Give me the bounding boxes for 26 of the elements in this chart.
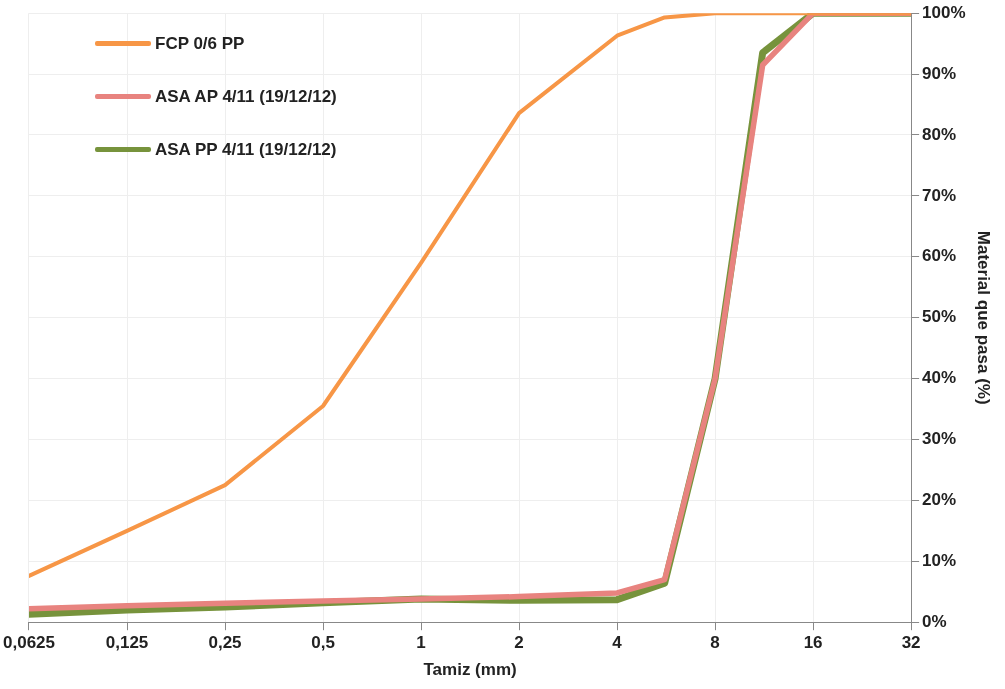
y-tick-label: 40% xyxy=(922,368,957,388)
legend-label: ASA PP 4/11 (19/12/12) xyxy=(155,139,337,160)
legend-label: ASA AP 4/11 (19/12/12) xyxy=(155,86,337,107)
x-tick-label: 0,125 xyxy=(105,633,149,653)
y-tick-label: 20% xyxy=(922,490,957,510)
y-tick-label: 80% xyxy=(922,124,957,144)
y-tick-label: 70% xyxy=(922,185,957,205)
legend-label: FCP 0/6 PP xyxy=(155,33,245,54)
y-tick-label: 100% xyxy=(922,2,966,22)
x-tick-label: 1 xyxy=(416,633,426,653)
x-tick-label: 32 xyxy=(901,633,921,653)
x-tick-label: 0,5 xyxy=(311,633,335,653)
y-tick-label: 30% xyxy=(922,429,957,449)
x-tick-label: 4 xyxy=(612,633,623,653)
y-tick-label: 50% xyxy=(922,307,957,327)
y-tick-label: 10% xyxy=(922,550,957,570)
y-tick-label: 60% xyxy=(922,246,957,266)
y-axis-title: Material que pasa (%) xyxy=(974,230,994,405)
x-tick-label: 0,0625 xyxy=(3,633,55,653)
y-tick-label: 0% xyxy=(922,611,947,631)
y-tick-label: 90% xyxy=(922,63,957,83)
x-tick-label: 0,25 xyxy=(208,633,242,653)
x-tick-label: 8 xyxy=(710,633,720,653)
x-axis-title: Tamiz (mm) xyxy=(423,660,517,680)
x-tick-label: 2 xyxy=(514,633,524,653)
x-tick-label: 16 xyxy=(803,633,823,653)
